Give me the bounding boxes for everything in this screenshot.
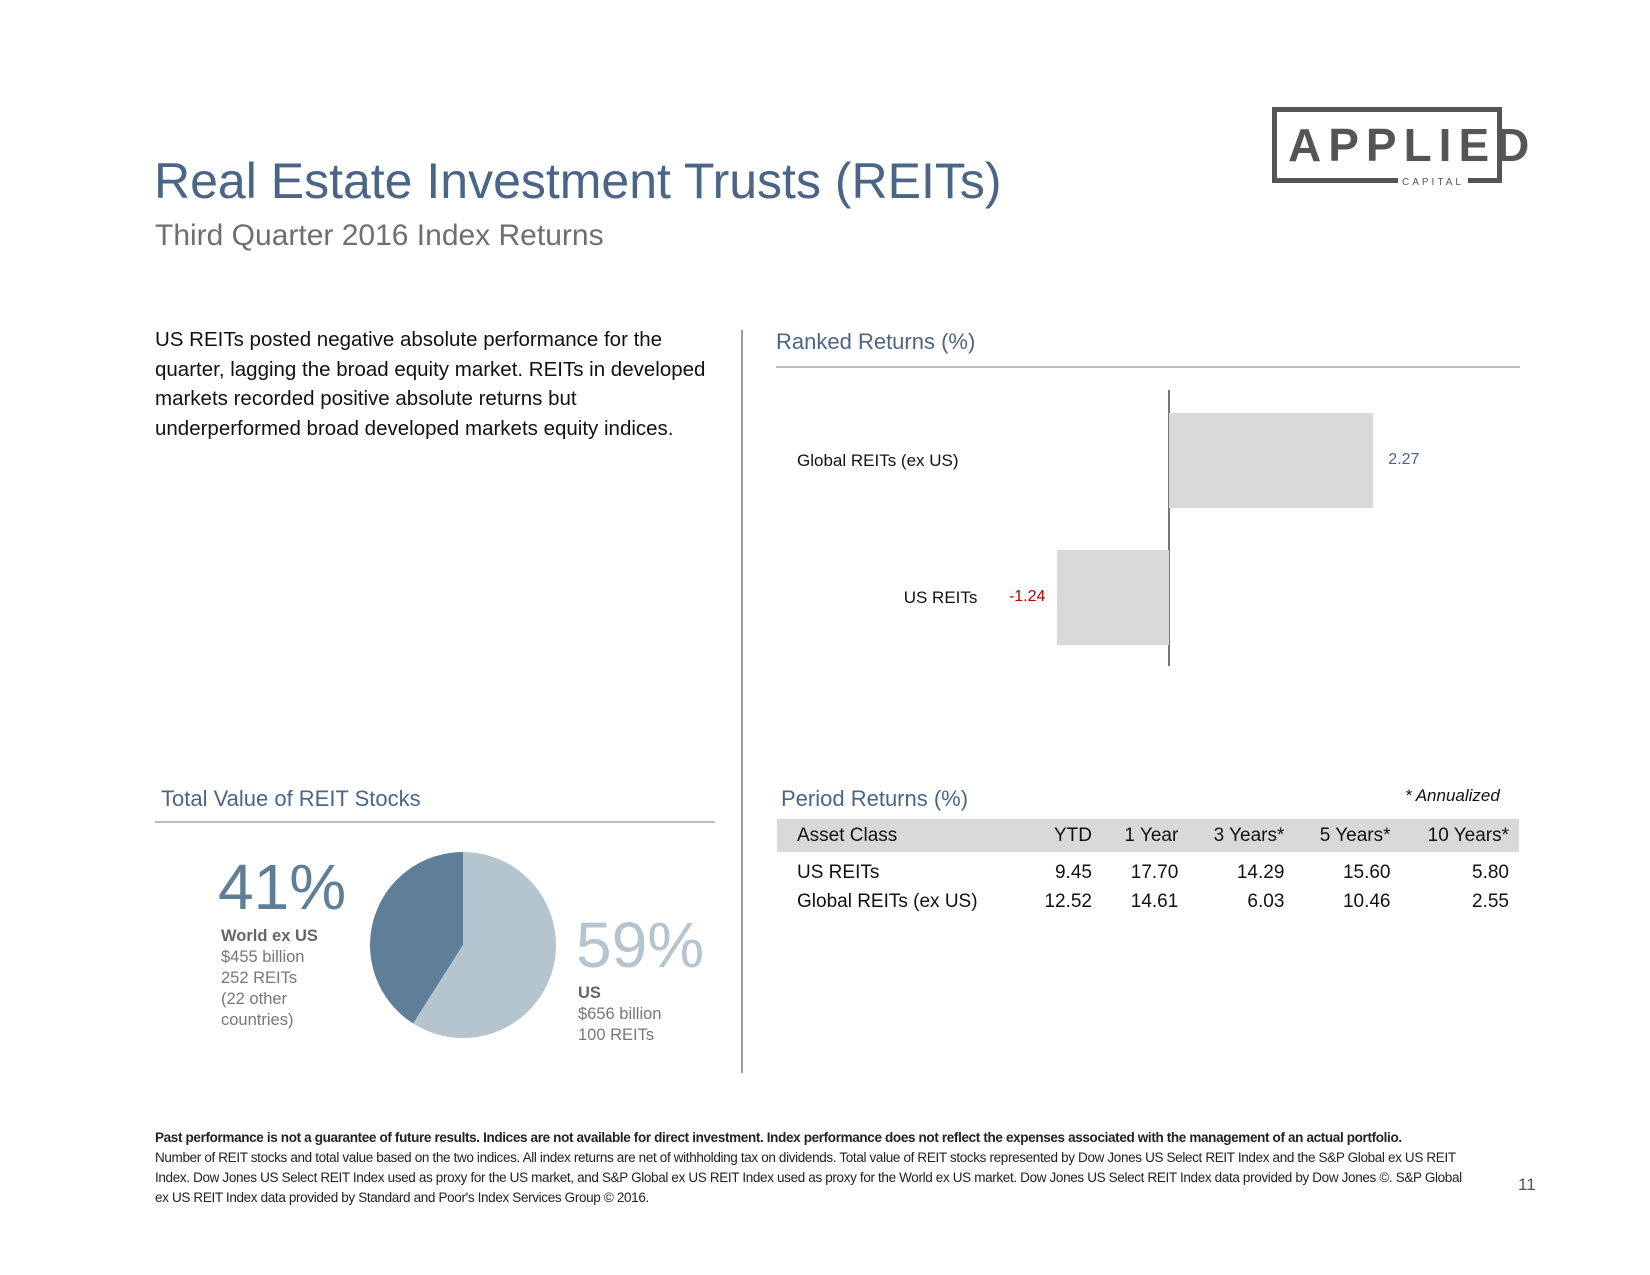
world-ex-us-note: (22 other — [221, 990, 288, 1008]
reit-value-pie-chart — [370, 852, 556, 1038]
table-cell: 17.70 — [1130, 861, 1179, 883]
us-details: US $656 billion 100 REITs — [578, 983, 661, 1046]
table-cell: 15.60 — [1342, 861, 1391, 883]
table-header-row: Asset Class YTD 1 Year 3 Years* 5 Years*… — [777, 819, 1519, 852]
logo — [1272, 107, 1502, 183]
world-ex-us-details: World ex US $455 billion 252 REITs (22 o… — [221, 926, 318, 1031]
world-ex-us-percent: 41% — [218, 851, 347, 923]
bar-label-us-reits: US REITs — [903, 587, 978, 607]
table-cell: US REITs — [797, 861, 880, 883]
us-name: US — [578, 984, 601, 1002]
bar-value-global-reits: 2.27 — [1388, 450, 1420, 468]
disclaimer-bold: Past performance is not a guarantee of f… — [155, 1130, 1402, 1145]
col-3-years: 3 Years* — [1188, 819, 1295, 852]
ranked-returns-rule — [776, 366, 1520, 368]
ranked-returns-chart: Global REITs (ex US) 2.27 US REITs -1.24 — [776, 390, 1520, 670]
table-row: US REITs 9.45 17.70 14.29 15.60 5.80 — [777, 852, 1519, 887]
page-title: Real Estate Investment Trusts (REITs) — [154, 153, 1002, 209]
period-returns-table: Asset Class YTD 1 Year 3 Years* 5 Years*… — [777, 819, 1519, 916]
table-cell: 5.80 — [1472, 861, 1509, 883]
table-cell: Global REITs (ex US) — [797, 890, 978, 912]
pie-slice-us — [413, 852, 556, 1038]
table-row: Global REITs (ex US) 12.52 14.61 6.03 10… — [777, 887, 1519, 916]
world-ex-us-value: $455 billion — [221, 948, 305, 966]
bar-global-reits — [1169, 413, 1374, 508]
table-cell: 2.55 — [1472, 890, 1509, 912]
table-cell: 10.46 — [1342, 890, 1391, 912]
logo-subtext: CAPITAL — [1398, 177, 1468, 188]
us-percent: 59% — [576, 909, 705, 981]
col-10-years: 10 Years* — [1400, 819, 1519, 852]
logo-wordmark: APPLIED — [1288, 119, 1537, 171]
disclaimer-text: Number of REIT stocks and total value ba… — [155, 1150, 1462, 1205]
table-cell: 14.61 — [1130, 890, 1179, 912]
bar-label-global-reits: Global REITs (ex US) — [797, 450, 959, 470]
page-number: 11 — [1518, 1175, 1536, 1194]
intro-paragraph: US REITs posted negative absolute perfor… — [155, 328, 706, 440]
ranked-returns-heading: Ranked Returns (%) — [776, 329, 976, 354]
total-value-rule — [155, 821, 715, 823]
table-cell: 6.03 — [1247, 890, 1285, 912]
world-ex-us-count: 252 REITs — [221, 969, 298, 987]
disclaimer: Past performance is not a guarantee of f… — [155, 1128, 1465, 1208]
col-asset-class: Asset Class — [777, 819, 1024, 852]
table-cell: 12.52 — [1044, 890, 1092, 912]
column-divider — [741, 330, 743, 1073]
col-1-year: 1 Year — [1101, 819, 1189, 852]
pie-slice-world-ex-us — [370, 852, 463, 1024]
total-value-heading: Total Value of REIT Stocks — [161, 786, 421, 811]
table-cell: 9.45 — [1054, 861, 1092, 883]
us-value: $656 billion — [578, 1005, 662, 1023]
world-ex-us-note-cont: countries) — [221, 1011, 294, 1029]
world-ex-us-name: World ex US — [221, 927, 318, 945]
bar-us-reits — [1057, 550, 1169, 645]
table-cell: 14.29 — [1236, 861, 1285, 883]
us-count: 100 REITs — [578, 1026, 655, 1044]
period-returns-heading: Period Returns (%) — [781, 786, 969, 811]
col-5-years: 5 Years* — [1294, 819, 1401, 852]
col-ytd: YTD — [1023, 819, 1102, 852]
page-subtitle: Third Quarter 2016 Index Returns — [155, 219, 604, 252]
annualized-note: * Annualized — [1405, 786, 1500, 805]
zero-axis — [1168, 390, 1170, 666]
bar-value-us-reits: -1.24 — [1008, 587, 1046, 605]
